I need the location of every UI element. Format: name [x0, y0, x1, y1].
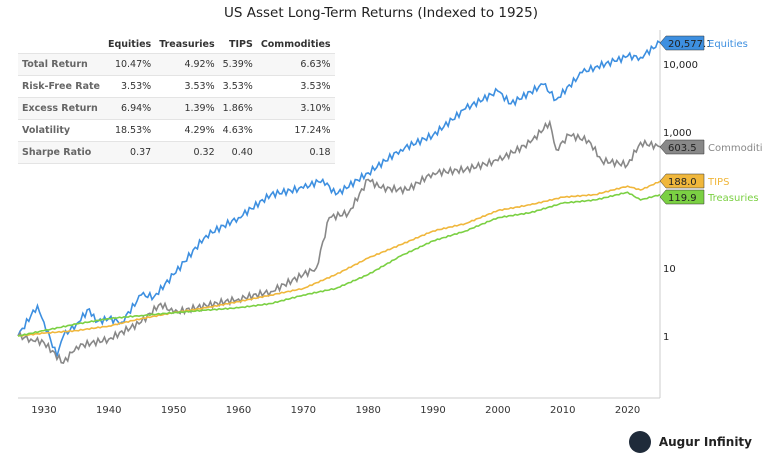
table-cell: 3.53%	[218, 75, 257, 98]
table-row: Excess Return 6.94% 1.39% 1.86% 3.10%	[18, 97, 335, 120]
series-name-label: Treasuries	[707, 193, 759, 204]
x-tick-label: 1930	[31, 405, 56, 416]
column-header: Treasuries	[155, 36, 219, 54]
x-tick-label: 1980	[355, 405, 380, 416]
row-label: Sharpe Ratio	[18, 141, 104, 164]
y-tick-label: 1	[663, 332, 669, 343]
series-name-label: TIPS	[707, 177, 729, 188]
end-value-label: 603.5	[668, 143, 697, 154]
row-label: Risk-Free Rate	[18, 75, 104, 98]
table-cell: 4.29%	[155, 119, 219, 142]
y-tick-label: 1,000	[663, 128, 692, 139]
table-cell: 6.63%	[256, 53, 335, 76]
series-name-label: Commodities	[708, 143, 762, 154]
series-line-tips	[17, 180, 661, 337]
table-header-row: Equities Treasuries TIPS Commodities	[18, 36, 335, 54]
end-value-label: 20,577.1	[668, 39, 713, 50]
table-cell: 0.37	[103, 141, 156, 164]
column-header: TIPS	[218, 36, 257, 54]
table-cell: 4.92%	[155, 53, 219, 76]
end-value-label: 188.0	[668, 177, 697, 188]
table-row: Sharpe Ratio 0.37 0.32 0.40 0.18	[18, 141, 335, 164]
y-tick-label: 10	[663, 264, 676, 275]
table-row: Total Return 10.47% 4.92% 5.39% 6.63%	[18, 53, 335, 76]
series-line-commodities	[17, 119, 661, 364]
stats-table: Equities Treasuries TIPS Commodities Total …	[18, 36, 335, 164]
y-tick-label: 10,000	[663, 60, 698, 71]
table-cell: 3.53%	[256, 75, 335, 98]
table-row: Volatility 18.53% 4.29% 4.63% 17.24%	[18, 119, 335, 142]
brand: Augur Infinity	[628, 431, 752, 453]
table-cell: 17.24%	[256, 119, 335, 142]
x-tick-label: 1970	[291, 405, 316, 416]
infinity-logo-icon	[628, 431, 651, 453]
table-cell: 5.39%	[218, 53, 257, 76]
table-cell: 0.18	[256, 141, 335, 164]
x-tick-label: 2010	[550, 405, 575, 416]
column-header: Commodities	[256, 36, 335, 54]
x-tick-label: 1950	[161, 405, 186, 416]
x-tick-label: 2020	[615, 405, 640, 416]
table-cell: 1.86%	[218, 97, 257, 120]
table-cell: 1.39%	[155, 97, 219, 120]
row-label: Total Return	[18, 53, 104, 76]
end-value-label: 119.9	[668, 193, 697, 204]
x-tick-label: 1960	[226, 405, 251, 416]
table-cell: 3.53%	[103, 75, 156, 98]
series-name-label: Equities	[708, 39, 748, 50]
row-label: Excess Return	[18, 97, 104, 120]
table-cell: 4.63%	[218, 119, 257, 142]
series-line-treasuries	[17, 191, 661, 337]
table-cell: 18.53%	[103, 119, 156, 142]
end-value-badge	[659, 35, 705, 51]
chart-title: US Asset Long-Term Returns (Indexed to 1…	[223, 5, 539, 21]
table-cell: 6.94%	[103, 97, 156, 120]
end-value-badge	[659, 173, 705, 189]
column-header: Equities	[103, 36, 156, 54]
table-cell: 0.32	[155, 141, 219, 164]
table-row: Risk-Free Rate 3.53% 3.53% 3.53% 3.53%	[18, 75, 335, 98]
table-cell: 3.53%	[155, 75, 219, 98]
x-tick-label: 2000	[485, 405, 510, 416]
table-cell: 3.10%	[256, 97, 335, 120]
row-label: Volatility	[18, 119, 104, 142]
column-header	[18, 36, 104, 54]
end-value-badge	[659, 189, 705, 205]
series-line-equities	[17, 40, 661, 357]
table-cell: 0.40	[218, 141, 257, 164]
brand-name: Augur Infinity	[658, 435, 752, 449]
table-cell: 10.47%	[103, 53, 156, 76]
x-tick-label: 1940	[96, 405, 121, 416]
end-value-badge	[659, 139, 705, 155]
x-tick-label: 1990	[420, 405, 445, 416]
